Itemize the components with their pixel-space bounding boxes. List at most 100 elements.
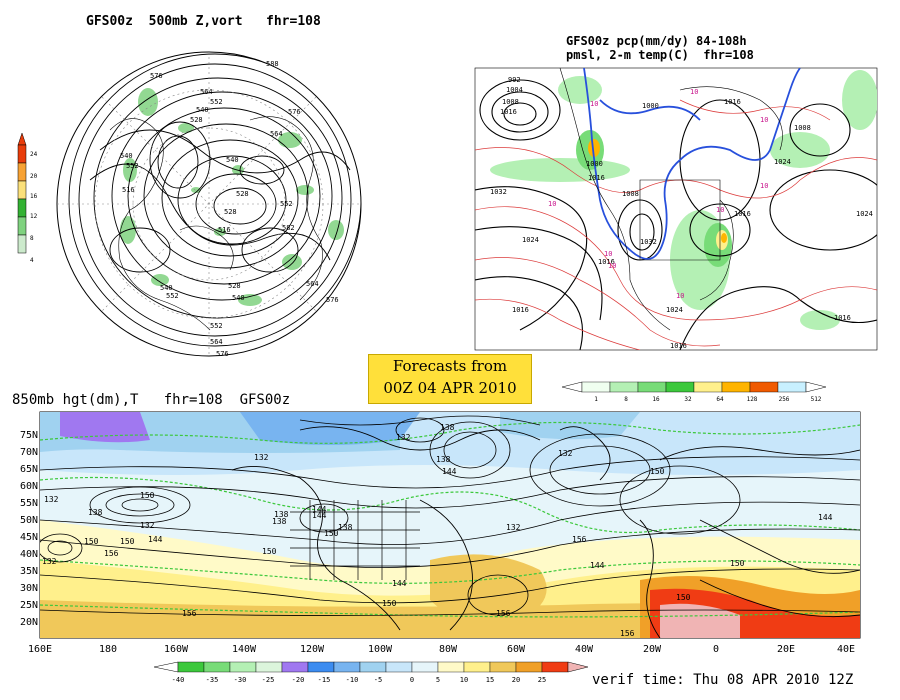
state-boundaries [290, 500, 420, 580]
temperature-colorbar: -40 -35 -30 -25 -20 -15 -10 -5 0 5 10 15… [153, 661, 589, 684]
lat-label: 75N [20, 430, 38, 441]
isobar-label: 1008 [622, 190, 639, 198]
colorbar-tick: 512 [811, 396, 822, 403]
isobar-label: 1016 [500, 108, 517, 116]
lon-label: 0 [713, 644, 719, 655]
isobar-label: 1016 [512, 306, 529, 314]
contour-label: 576 [150, 72, 163, 80]
isobars [475, 79, 877, 350]
colorbar-tick: -30 [234, 676, 247, 684]
contour-label: 132 [254, 453, 269, 462]
lat-label: 55N [20, 498, 38, 509]
lat-label: 70N [20, 447, 38, 458]
contour-label: 552 [210, 322, 223, 330]
colorbar-swatch [637, 381, 667, 393]
lat-label: 50N [20, 515, 38, 526]
contour-label: 144 [818, 513, 833, 522]
contour-label: 144 [392, 579, 407, 588]
contour-label: 150 [324, 529, 339, 538]
lon-label: 180 [99, 644, 117, 655]
lat-label: 65N [20, 464, 38, 475]
colorbar-swatch [177, 661, 205, 673]
isobar-label: 1016 [724, 98, 741, 106]
colorbar-tick: 1 [594, 396, 598, 403]
colorbar-tick: 16 [652, 396, 660, 403]
isobar-label: 992 [508, 76, 521, 84]
temp-label: 10 [604, 250, 612, 258]
colorbar-tick: -5 [374, 676, 382, 684]
contour-label: 576 [326, 296, 339, 304]
colorbar-swatch [515, 661, 543, 673]
colorbar-swatch [333, 661, 361, 673]
lat-label: 60N [20, 481, 38, 492]
isobar-label: 1024 [774, 158, 791, 166]
contour-label: 132 [506, 523, 521, 532]
colorbar-tick: -40 [172, 676, 185, 684]
coastlines [231, 426, 860, 638]
contour-label: 150 [382, 599, 397, 608]
contour-label: 564 [306, 280, 319, 288]
colorbar-tick: 32 [684, 396, 692, 403]
contour-label: 564 [200, 88, 213, 96]
colorbar-tick: 20 [30, 173, 38, 180]
lon-label: 40E [837, 644, 855, 655]
isobar-label: 1008 [502, 98, 519, 106]
colorbar-tick: 15 [486, 676, 494, 684]
colorbar-swatch [229, 661, 257, 673]
contour-label: 588 [266, 60, 279, 68]
forecast-init-line1: Forecasts from [392, 357, 508, 375]
colorbar-tick: 5 [436, 676, 440, 684]
contour-label: 528 [224, 208, 237, 216]
contour-label: 138 [338, 523, 353, 532]
850mb-map: 132 138 132 144 138 150 156 132 132 138 … [20, 411, 861, 684]
contour-label: 132 [558, 449, 573, 458]
vorticity-colorbar: 24 20 16 12 8 4 [17, 132, 38, 264]
colorbar-tick: 16 [30, 193, 38, 200]
colorbar-tick: 256 [779, 396, 790, 403]
colorbar-swatch [17, 216, 27, 236]
top-left-title: GFS00z 500mb Z,vort fhr=108 [86, 14, 321, 29]
colorbar-swatch [437, 661, 465, 673]
temp-label: 10 [590, 100, 598, 108]
temp-label: 10 [760, 182, 768, 190]
contour-label: 150 [676, 593, 691, 602]
temperature-labels: 10 10 10 10 10 10 10 10 10 [548, 88, 768, 300]
latitude-labels: 75N 70N 65N 60N 55N 50N 45N 40N 35N 30N … [20, 430, 38, 628]
polar-contour-labels: 576 588 564 552 540 528 540 552 564 576 … [120, 60, 339, 358]
lat-label: 40N [20, 549, 38, 560]
colorbar-swatch [463, 661, 491, 673]
contour-label: 132 [42, 557, 57, 566]
contour-label: 540 [160, 284, 173, 292]
contour-label: 144 [590, 561, 605, 570]
isobar-label: 1016 [834, 314, 851, 322]
colorbar-tick: -35 [206, 676, 219, 684]
contour-label: 144 [442, 467, 457, 476]
contour-label: 150 [730, 559, 745, 568]
contour-label: 576 [288, 108, 301, 116]
isobar-label: 1016 [670, 342, 687, 350]
lat-label: 20N [20, 617, 38, 628]
lon-label: 160E [28, 644, 52, 655]
colorbar-swatch [359, 661, 387, 673]
contour-label: 540 [232, 294, 245, 302]
lon-label: 80W [439, 644, 458, 655]
isobar-label: 1032 [490, 188, 507, 196]
temperature-shading [40, 412, 860, 638]
colorbar-swatch [17, 144, 27, 164]
isotherm-dashed [40, 421, 860, 618]
isobar-label: 1000 [642, 102, 659, 110]
colorbar-swatch [581, 381, 611, 393]
contour-label: 528 [228, 282, 241, 290]
contour-label: 132 [396, 433, 411, 442]
colorbar-swatch [541, 661, 569, 673]
contour-label: 144 [312, 505, 327, 514]
lon-label: 60W [507, 644, 526, 655]
polar-500mb-map: 576 588 564 552 540 528 540 552 564 576 … [17, 51, 362, 358]
colorbar-tick: 128 [747, 396, 758, 403]
isobar-label: 1004 [506, 86, 523, 94]
colorbar-tick: 8 [624, 396, 628, 403]
contour-label: 138 [440, 423, 455, 432]
colorbar-swatch [281, 661, 309, 673]
contour-label: 138 [436, 455, 451, 464]
isobar-label: 1016 [588, 174, 605, 182]
